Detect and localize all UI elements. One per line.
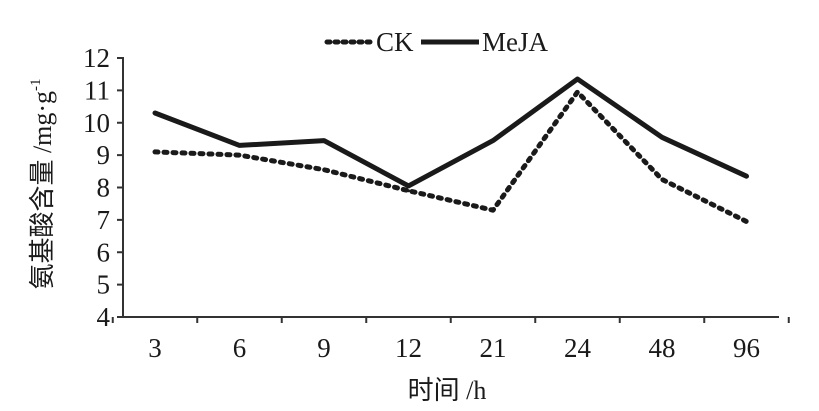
y-axis-title-main: 氨基酸含量 /mg·g bbox=[28, 91, 57, 290]
data-point-meja bbox=[153, 111, 157, 115]
data-point-ck bbox=[660, 177, 664, 181]
legend-label-meja: MeJA bbox=[482, 27, 548, 57]
y-tick-label: 4 bbox=[97, 302, 111, 332]
y-tick-label: 7 bbox=[97, 205, 111, 235]
data-point-meja bbox=[660, 135, 664, 139]
y-tick-label: 8 bbox=[97, 173, 111, 203]
y-axis-title-superscript: -1 bbox=[28, 78, 44, 91]
x-tick-label: 96 bbox=[733, 333, 760, 363]
series-group bbox=[152, 76, 749, 224]
series-line-ck bbox=[152, 89, 749, 224]
data-point-meja bbox=[491, 139, 495, 143]
series-line-meja bbox=[152, 76, 749, 189]
x-tick-label: 3 bbox=[148, 333, 162, 363]
x-ticks: 3 6 9 12 21 24 48 96 bbox=[111, 317, 790, 363]
y-tick-label: 9 bbox=[97, 140, 111, 170]
data-point-meja bbox=[238, 143, 241, 147]
y-tick-label: 6 bbox=[97, 237, 111, 267]
data-point-ck bbox=[576, 90, 579, 94]
y-tick-label: 10 bbox=[83, 108, 110, 138]
data-point-meja bbox=[322, 139, 326, 143]
data-point-ck bbox=[491, 208, 495, 212]
y-axis-title: 氨基酸含量 /mg·g-1 bbox=[28, 78, 57, 289]
x-tick-label: 12 bbox=[395, 333, 422, 363]
x-tick-label: 21 bbox=[480, 333, 507, 363]
data-point-ck bbox=[322, 168, 326, 172]
x-tick-label: 48 bbox=[649, 333, 676, 363]
y-tick-label: 12 bbox=[83, 43, 110, 73]
data-point-meja bbox=[407, 184, 410, 188]
data-point-ck bbox=[153, 150, 157, 154]
x-tick-label: 9 bbox=[317, 333, 331, 363]
data-point-ck bbox=[238, 153, 241, 157]
legend: CK MeJA bbox=[324, 27, 548, 57]
y-tick-label: 11 bbox=[84, 75, 110, 105]
y-tick-label: 5 bbox=[97, 270, 111, 300]
data-point-ck bbox=[745, 219, 748, 223]
data-point-meja bbox=[576, 77, 579, 81]
legend-label-ck: CK bbox=[376, 27, 414, 57]
x-axis-title: 时间 /h bbox=[408, 376, 487, 405]
data-point-ck bbox=[407, 189, 410, 193]
data-point-meja bbox=[745, 174, 748, 178]
x-tick-label: 6 bbox=[233, 333, 247, 363]
x-tick-label: 24 bbox=[564, 333, 592, 363]
